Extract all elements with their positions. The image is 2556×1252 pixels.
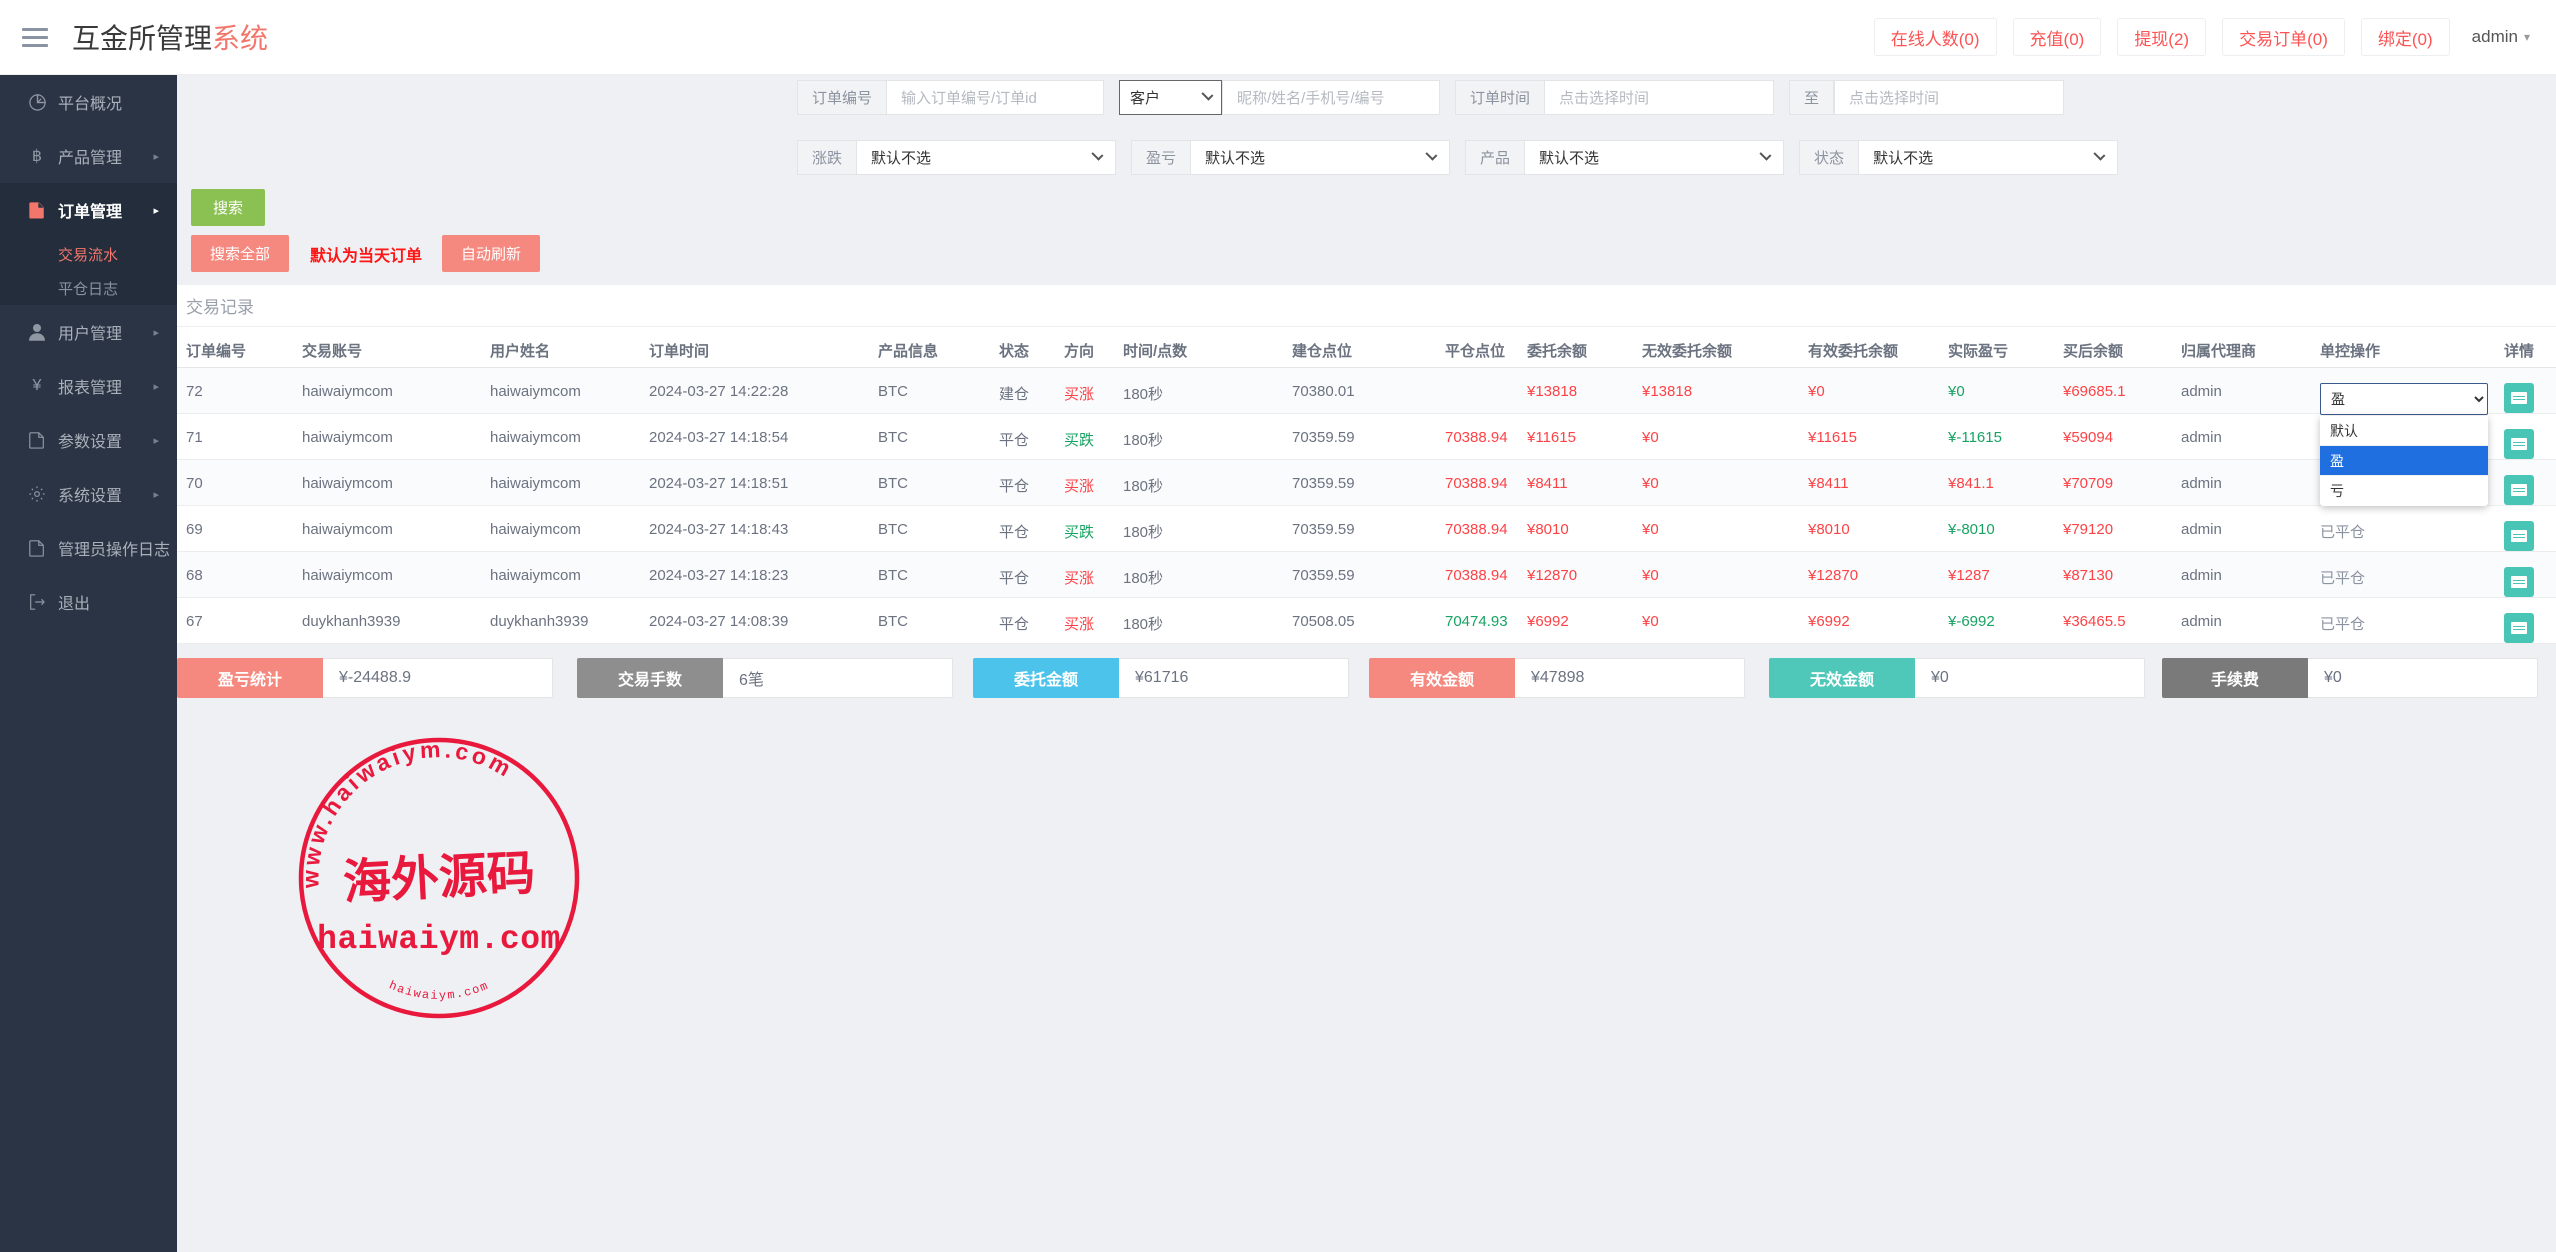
svg-text:海外源码: 海外源码 [342,847,537,910]
svg-text:haiwaiym.com: haiwaiym.com [317,921,561,958]
svg-text:haiwaiym.com: haiwaiym.com [387,978,491,1002]
